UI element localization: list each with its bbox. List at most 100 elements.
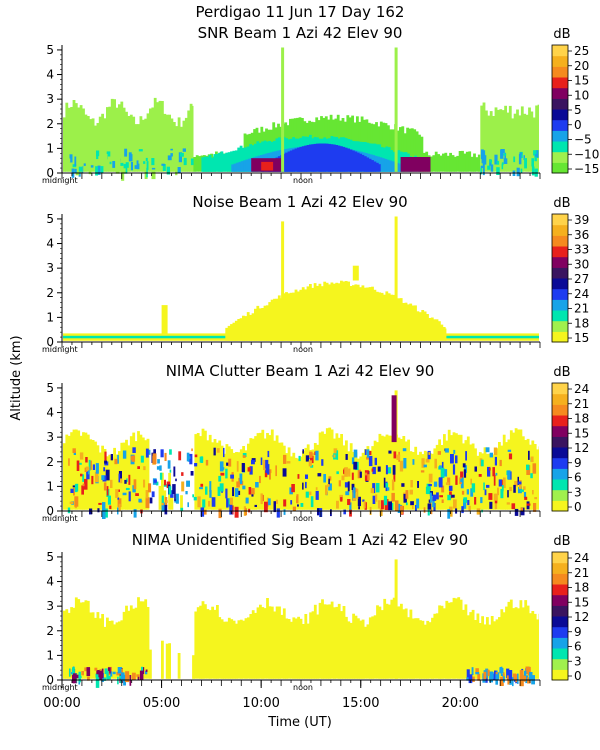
data-cell [88,459,91,471]
data-cell [518,480,522,489]
data-cell [352,285,355,341]
data-cell [84,667,87,672]
data-cell [394,47,398,172]
colorbar-tick-label: 9 [574,456,582,470]
data-cell [378,164,381,172]
data-cell [393,451,397,459]
data-cell [391,503,394,511]
data-cell [170,118,174,172]
data-cell [468,505,471,511]
data-cell [311,449,315,510]
data-cell [189,103,193,172]
y-tick-label: 5 [46,43,54,57]
data-cell [397,298,401,341]
data-cell [362,499,365,502]
data-cell [125,671,130,683]
data-cell [434,458,437,469]
data-cell [306,286,310,341]
y-tick-label: 2 [46,286,54,300]
data-cell [461,490,465,495]
data-cell [118,503,121,511]
data-cell [109,505,112,510]
data-cell [194,454,198,458]
data-cell [426,452,430,510]
data-cell [471,443,475,510]
data-cell [499,667,504,674]
data-cell [141,601,145,679]
data-cell [337,603,341,679]
data-cell [414,618,418,679]
data-cell [206,609,210,679]
data-cell [345,454,348,460]
data-cell [167,460,171,469]
data-cell [98,452,102,510]
data-cell [397,437,401,510]
data-cell [245,508,247,516]
colorbar-swatch [552,500,568,512]
data-cell [335,282,339,341]
data-cell [229,497,233,505]
data-cell [457,597,461,679]
data-cell [359,287,362,341]
data-cell [309,451,313,458]
data-cell [411,452,415,510]
data-cell [290,621,293,679]
data-cell [267,464,270,475]
data-cell [524,158,527,169]
data-cell [109,498,111,504]
data-cell [347,451,351,510]
data-cell [273,440,277,510]
data-cell [96,150,100,157]
data-cell [144,151,149,156]
data-cell [476,613,480,679]
data-cell [516,167,520,177]
data-cell [218,617,222,679]
colorbar-tick-label: 10 [574,88,589,102]
data-cell [95,673,100,678]
data-cell [318,283,322,341]
data-cell [466,436,470,510]
data-cell [273,501,276,513]
data-cell [283,509,286,515]
data-cell [228,458,232,467]
data-cell [507,601,511,679]
colorbar-swatch [552,468,568,480]
data-cell [459,599,463,679]
data-cell [463,469,467,478]
colorbar-swatch [552,436,568,448]
data-cell [342,606,346,679]
data-cell [204,509,207,515]
data-cell [146,113,150,172]
data-cell [466,615,470,679]
data-cell [297,474,300,479]
data-cell [247,617,250,679]
data-cell [115,489,119,498]
data-cell [349,622,353,679]
data-cell [159,472,163,480]
data-cell [164,504,168,515]
data-cell [234,150,238,172]
data-cell [352,150,355,172]
data-cell [356,284,360,341]
data-cell [222,153,226,172]
data-cell [430,317,434,341]
data-cell [393,470,396,482]
data-cell [143,161,146,164]
data-cell [194,434,198,510]
data-cell [441,485,445,493]
colorbar-tick-label: 3 [574,485,582,499]
data-cell [175,478,177,482]
data-cell [219,461,224,472]
data-cell [508,453,513,460]
data-cell [208,500,211,507]
data-cell [236,481,240,488]
data-cell [503,672,505,677]
data-cell [122,107,126,172]
panel-title: Noise Beam 1 Azi 42 Elev 90 [192,193,407,211]
data-cell [399,460,404,472]
data-cell [515,674,518,683]
data-cell [454,156,457,172]
data-cell [239,473,243,484]
data-cell [74,484,78,493]
data-cell [91,118,95,172]
